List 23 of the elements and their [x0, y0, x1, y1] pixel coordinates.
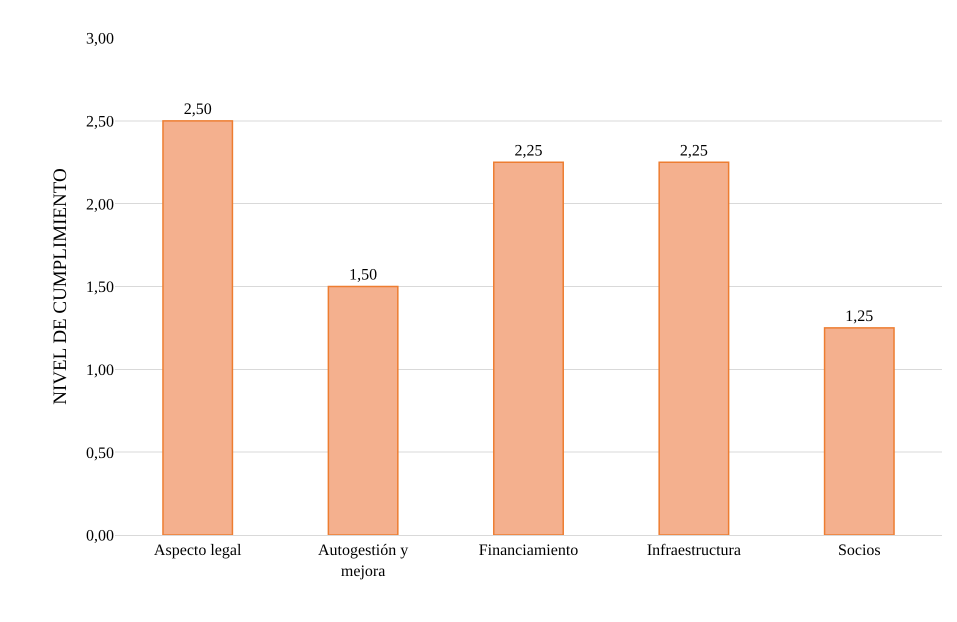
y-tick-label: 2,50 — [86, 113, 114, 130]
x-tick-label: Socios — [838, 542, 881, 560]
data-label: 2,25 — [680, 142, 708, 160]
bar — [162, 120, 234, 535]
x-tick-label: Infraestructura — [646, 542, 741, 560]
x-tick-label: Financiamiento — [478, 542, 578, 560]
y-tick-label: 1,00 — [86, 362, 114, 379]
data-label: 1,25 — [845, 308, 874, 325]
y-tick-label: 1,50 — [86, 279, 114, 296]
data-label: 2,25 — [514, 142, 542, 160]
y-tick-label: 3,00 — [86, 30, 114, 48]
x-tick-label: Aspecto legal — [154, 542, 242, 560]
bar — [824, 327, 895, 535]
y-axis-title: NIVEL DE CUMPLIMIENTO — [50, 168, 71, 405]
y-tick-label: 0,50 — [86, 444, 114, 462]
y-tick-label: 0,00 — [86, 528, 114, 545]
bar — [658, 162, 730, 535]
bar — [493, 162, 564, 535]
bar — [328, 286, 399, 535]
data-label: 2,50 — [184, 100, 212, 118]
data-label: 1,50 — [349, 266, 378, 284]
x-tick-label: Autogestión y mejora — [318, 542, 408, 580]
y-tick-label: 2,00 — [86, 196, 114, 214]
